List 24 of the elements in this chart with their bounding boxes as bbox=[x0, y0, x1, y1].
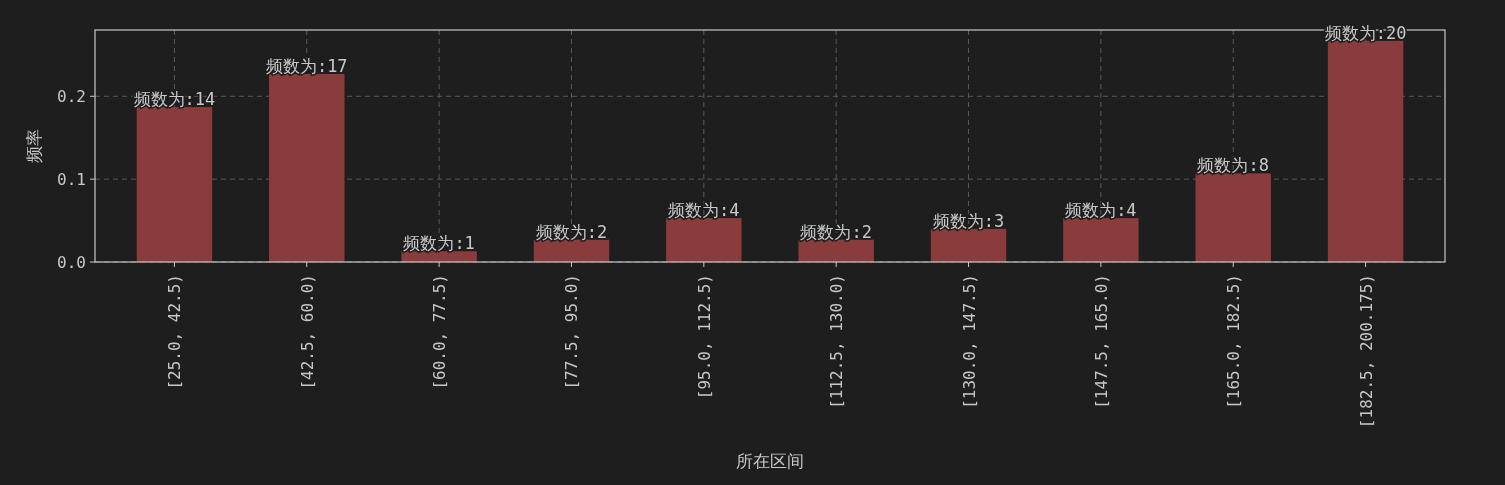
x-axis-title: 所在区间 bbox=[736, 451, 804, 471]
x-tick-label: [77.5, 95.0) bbox=[562, 274, 582, 390]
annotation: 频数为:2 bbox=[800, 221, 872, 242]
x-tick-label: [60.0, 77.5) bbox=[430, 274, 450, 390]
annotation: 频数为:4 bbox=[668, 200, 740, 221]
annotation: 频数为:3 bbox=[932, 210, 1005, 231]
y-tick-label: 0.0 bbox=[57, 253, 86, 272]
annotation: 频数为:8 bbox=[1197, 155, 1269, 176]
x-tick-label: [112.5, 130.0) bbox=[827, 274, 847, 409]
x-tick-label: [95.0, 112.5) bbox=[694, 274, 714, 400]
annotation: 频数为:2 bbox=[535, 221, 608, 242]
x-tick-label: [25.0, 42.5) bbox=[165, 274, 185, 390]
x-tick-label: [130.0, 147.5) bbox=[959, 274, 979, 409]
y-tick-label: 0.1 bbox=[57, 170, 86, 190]
x-tick-label: [165.0, 182.5) bbox=[1224, 274, 1244, 409]
annotation: 频数为:1 bbox=[403, 233, 475, 254]
x-tick-label: [147.5, 165.0) bbox=[1091, 274, 1111, 409]
annotation: 频数为:14 bbox=[133, 89, 216, 110]
y-axis-title: 频率 bbox=[24, 129, 44, 163]
x-tick-label: [42.5, 60.0) bbox=[297, 274, 317, 390]
y-tick-label: 0.2 bbox=[57, 87, 86, 107]
x-tick-label: [182.5, 200.175) bbox=[1356, 274, 1376, 429]
annotation: 频数为:4 bbox=[1065, 200, 1137, 221]
annotation: 频数为:17 bbox=[265, 55, 348, 76]
